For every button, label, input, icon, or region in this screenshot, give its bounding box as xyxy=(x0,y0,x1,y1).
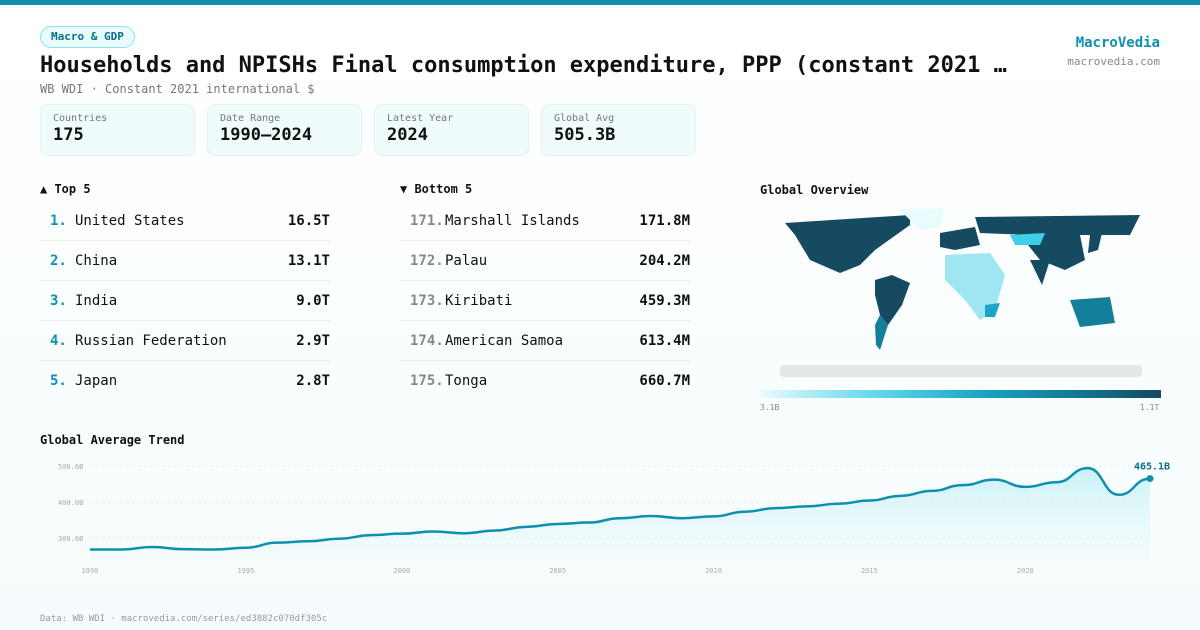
list-item[interactable]: 2. China 13.1T xyxy=(40,241,330,281)
country-name: American Samoa xyxy=(445,332,564,349)
country-name: United States xyxy=(75,212,185,229)
last-value-label: 465.1B xyxy=(1134,462,1170,473)
stat-value: 2024 xyxy=(387,125,428,145)
north-america xyxy=(785,215,910,273)
list-item[interactable]: 171. Marshall Islands 171.8M xyxy=(400,201,690,241)
rank: 5. xyxy=(50,373,67,389)
country-name: China xyxy=(75,252,118,269)
value: 204.2M xyxy=(639,252,690,269)
value: 16.5T xyxy=(287,212,330,229)
stat-label: Date Range xyxy=(220,113,281,124)
page-subtitle: WB WDI · Constant 2021 international $ xyxy=(40,82,315,96)
value: 13.1T xyxy=(287,252,330,269)
x-tick-label: 2005 xyxy=(549,567,566,575)
africa xyxy=(945,253,1005,320)
brazil xyxy=(875,275,910,325)
rank: 171. xyxy=(410,212,444,229)
stat-cards: Countries 175 Date Range 1990–2024 Latest … xyxy=(40,104,696,156)
rank: 172. xyxy=(410,252,444,269)
stat-label: Global Avg xyxy=(554,113,615,124)
bottom5-list: 171. Marshall Islands 171.8M 172. Palau 204.2… xyxy=(400,201,690,401)
trend-heading: Global Average Trend xyxy=(40,433,185,447)
trend-area xyxy=(90,468,1150,560)
europe xyxy=(940,227,980,250)
value: 2.9T xyxy=(296,332,330,349)
y-tick-label: 400.0B xyxy=(58,499,83,507)
rank: 175. xyxy=(410,373,444,389)
greenland xyxy=(900,208,945,230)
top5-list: 1. United States 16.5T 2. China 13.1T 3. India 9… xyxy=(40,201,330,401)
x-tick-label: 1995 xyxy=(237,567,254,575)
list-item[interactable]: 4. Russian Federation 2.9T xyxy=(40,321,330,361)
list-item[interactable]: 174. American Samoa 613.4M xyxy=(400,321,690,361)
value: 459.3M xyxy=(639,292,690,309)
list-item[interactable]: 173. Kiribati 459.3M xyxy=(400,281,690,321)
india xyxy=(1030,260,1050,285)
footer-source: Data: WB WDI · macrovedia.com/series/ed3… xyxy=(40,614,328,624)
rank: 2. xyxy=(50,252,67,269)
stat-value: 505.3B xyxy=(554,125,616,145)
top5-heading: ▲ Top 5 xyxy=(40,182,91,196)
rank: 173. xyxy=(410,292,444,309)
x-tick-label: 2020 xyxy=(1017,567,1034,575)
brand-url[interactable]: macrovedia.com xyxy=(1067,55,1160,68)
country-name: Russian Federation xyxy=(75,332,227,349)
stat-label: Countries xyxy=(53,113,108,124)
page-title: Households and NPISHs Final consumption … xyxy=(40,53,1007,78)
list-item[interactable]: 175. Tonga 660.7M xyxy=(400,361,690,401)
stat-label: Latest Year xyxy=(387,113,454,124)
stat-card-latest-year: Latest Year 2024 xyxy=(374,104,529,156)
y-tick-label: 300.0B xyxy=(58,535,83,543)
value: 660.7M xyxy=(639,373,690,389)
value: 613.4M xyxy=(639,332,690,349)
legend-min: 3.1B xyxy=(760,403,780,412)
country-name: Marshall Islands xyxy=(445,212,580,229)
japan xyxy=(1088,233,1102,253)
brand-logo[interactable]: MacroVedia xyxy=(1075,35,1160,51)
central-asia xyxy=(1010,233,1045,245)
antarctica xyxy=(780,365,1142,377)
russia xyxy=(975,215,1140,235)
trend-line xyxy=(89,466,1151,551)
stat-card-date-range: Date Range 1990–2024 xyxy=(207,104,362,156)
legend-max: 1.1T xyxy=(1140,403,1160,412)
australia xyxy=(1070,297,1115,327)
country-name: Japan xyxy=(75,373,118,389)
rank: 1. xyxy=(50,212,67,229)
x-tick-label: 2015 xyxy=(861,567,878,575)
list-item[interactable]: 1. United States 16.5T xyxy=(40,201,330,241)
stat-value: 175 xyxy=(53,125,84,145)
stat-value: 1990–2024 xyxy=(220,125,313,145)
value: 171.8M xyxy=(639,212,690,229)
country-name: Kiribati xyxy=(445,292,513,309)
list-item[interactable]: 172. Palau 204.2M xyxy=(400,241,690,281)
trend-chart[interactable]: 300.0B 400.0B 500.0B 1990 1995 2000 2005 2010 20… xyxy=(0,450,1200,580)
rank: 4. xyxy=(50,332,67,349)
top-accent-bar xyxy=(0,0,1200,5)
argentina xyxy=(875,315,888,350)
value: 9.0T xyxy=(296,292,330,309)
stat-card-countries: Countries 175 xyxy=(40,104,195,156)
x-tick-label: 2010 xyxy=(705,567,722,575)
map-heading: Global Overview xyxy=(760,183,869,197)
y-tick-label: 500.0B xyxy=(58,463,83,471)
value: 2.8T xyxy=(296,373,330,389)
rank: 3. xyxy=(50,292,67,309)
world-map[interactable] xyxy=(780,205,1142,380)
list-item[interactable]: 3. India 9.0T xyxy=(40,281,330,321)
x-tick-label: 2000 xyxy=(393,567,410,575)
x-tick-label: 1990 xyxy=(82,567,99,575)
bottom5-heading: ▼ Bottom 5 xyxy=(400,182,473,196)
country-name: India xyxy=(75,292,118,309)
last-point-marker xyxy=(1146,475,1154,483)
map-color-legend xyxy=(760,390,1161,398)
stat-card-global-avg: Global Avg 505.3B xyxy=(541,104,696,156)
list-item[interactable]: 5. Japan 2.8T xyxy=(40,361,330,401)
rank: 174. xyxy=(410,332,444,349)
country-name: Tonga xyxy=(445,373,488,389)
category-badge: Macro & GDP xyxy=(40,26,135,48)
country-name: Palau xyxy=(445,252,488,269)
south-africa xyxy=(985,303,1000,317)
